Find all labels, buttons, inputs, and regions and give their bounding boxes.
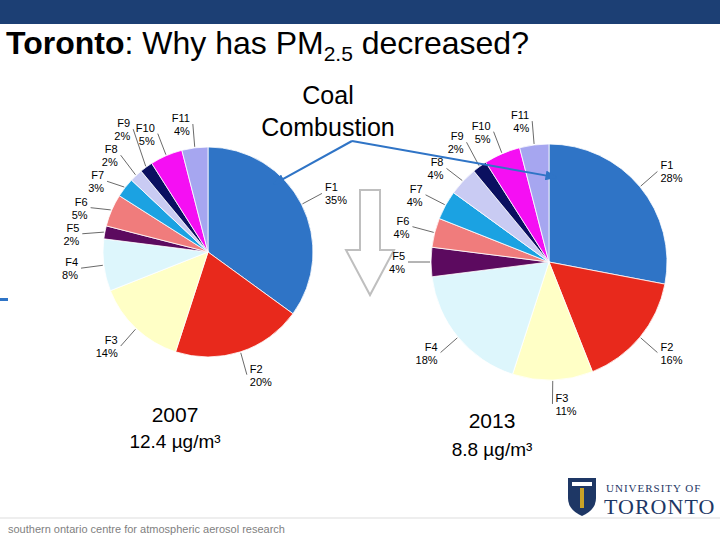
leader-line [302,193,321,203]
leader-line [193,124,195,147]
slice-label-name: F6 [397,215,410,227]
footer: southern ontario centre for atmospheric … [8,523,285,535]
slice-label-value: 5% [139,135,155,147]
slice-label-name: F1 [660,159,673,171]
header-bar [0,0,720,24]
slice-label-value: 4% [174,125,190,137]
annotation-arrow [352,141,556,177]
slice-label-name: F10 [136,122,155,134]
slide-title: Toronto: Why has PM2.5 decreased? [6,25,529,65]
leader-line [446,168,462,180]
logo-text: UNIVERSITY OF [606,482,701,494]
slice-label-name: F5 [66,222,79,234]
pie-slice [549,144,667,284]
slice-label-name: F8 [431,156,444,168]
slice-label-value: 11% [555,405,576,417]
slice-label-name: F1 [325,181,338,193]
pie-title: 2013 [469,409,516,432]
slice-label-name: F3 [555,392,568,404]
slice-label-name: F5 [392,250,405,262]
leader-line [107,181,124,187]
slice-label-name: F3 [105,334,118,346]
slice-label-value: 5% [72,209,88,221]
leader-line [532,121,534,144]
pie-slice [432,262,549,374]
slice-label-name: F11 [172,112,190,124]
slice-label-value: 4% [394,228,410,240]
slice-label-name: F11 [511,109,529,121]
title-part: : Why has PM [124,25,323,61]
title-part: 2.5 [324,42,353,65]
slice-label-value: 16% [660,354,682,366]
slice-label-name: F9 [117,117,130,129]
slice-label-value: 14% [96,347,118,359]
slice-label-value: 2% [102,156,118,168]
crest-band [572,482,592,486]
slice-label-name: F7 [91,169,104,181]
slice-label-value: 2% [448,143,464,155]
leader-line [121,329,136,346]
pie-subtitle: 12.4 µg/m³ [129,431,220,452]
slice-label-name: F2 [660,341,673,353]
slice-label-value: 18% [416,354,438,366]
slice-label-name: F10 [472,120,491,132]
slice-label-value: 5% [475,133,491,145]
title-part: decreased? [353,25,529,61]
slice-label-name: F2 [250,363,263,375]
side-tick [0,298,8,301]
leader-line [121,155,136,175]
leader-line [412,227,433,233]
slice-label-value: 3% [88,182,104,194]
slice-label-name: F6 [75,196,88,208]
annotation-arrow [274,141,352,184]
crest-bar [580,488,584,508]
transition-arrow [346,190,394,295]
logo: UNIVERSITY OFTORONTO [568,478,715,519]
slice-label-value: 28% [660,172,682,184]
leader-line [426,195,445,205]
slice-label-value: 4% [407,196,423,208]
crest [568,478,596,516]
leader-line [81,265,103,268]
pie-chart [103,147,313,357]
leader-line [241,353,247,375]
slice-label-value: 4% [513,122,529,134]
leader-line [641,171,658,186]
logo-text: TORONTO [604,494,715,519]
slice-label-value: 4% [389,263,405,275]
leader-line [494,132,502,153]
title-part: Toronto [6,25,124,61]
leader-line [552,381,553,404]
annotation: Combustion [261,113,394,141]
slice-label-value: 2% [63,235,79,247]
slice-label-name: F8 [105,143,118,155]
pie-slice [520,144,549,262]
leader-line [82,232,104,234]
annotation: Coal [302,81,353,109]
pie-title: 2007 [152,403,199,426]
slice-label-value: 2% [114,130,130,142]
slice-label-name: F4 [65,256,78,268]
leader-line [91,208,111,210]
leader-line [158,134,166,155]
slice-label-value: 8% [62,269,78,281]
slide: Toronto: Why has PM2.5 decreased?CoalCom… [0,0,720,540]
slice-label-value: 35% [325,194,347,206]
leader-line [641,338,658,353]
leader-line [408,262,430,263]
slice-label-value: 4% [428,169,444,181]
pie-labels: F135%F220%F314%F48%F52%F65%F73%F82%F92%F… [62,112,347,388]
pie-chart [431,144,667,380]
leader-line [441,338,458,353]
slice-label-name: F9 [451,130,464,142]
slice-label-name: F7 [410,183,423,195]
slice-label-value: 20% [250,376,272,388]
pie-slice [182,147,208,252]
pie-subtitle: 8.8 µg/m³ [452,439,533,460]
slice-label-name: F4 [425,341,438,353]
